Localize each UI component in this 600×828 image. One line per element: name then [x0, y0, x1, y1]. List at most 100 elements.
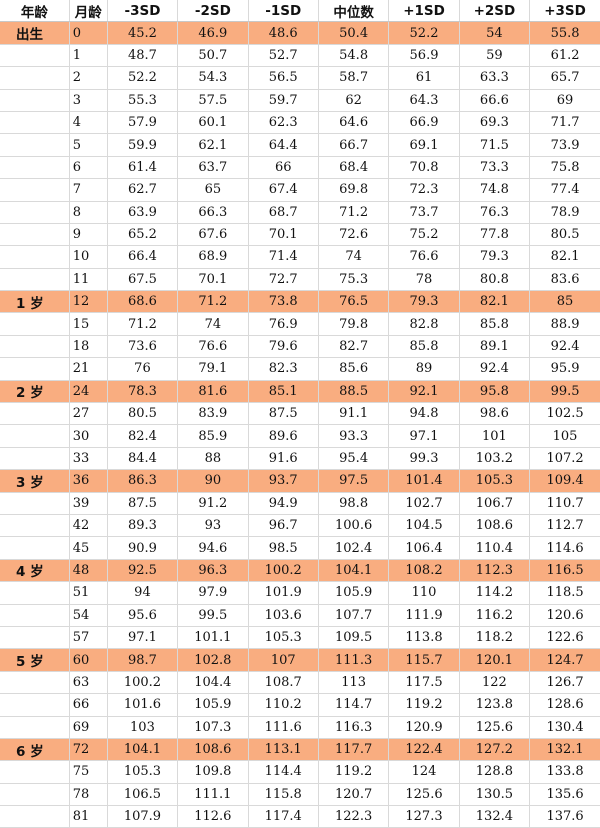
table-row: 4 岁 48 92.5 96.3 100.2 104.1 108.2 112.3 116.5	[0, 559, 600, 583]
plus-2sd-cell: 66.6	[459, 89, 531, 112]
minus-1sd-cell: 52.7	[248, 44, 319, 68]
median-cell: 64.6	[318, 111, 390, 135]
month-cell: 54	[69, 604, 108, 627]
table-row: 81 107.9 112.6 117.4 122.3 127.3 132.4 137.6	[0, 805, 600, 828]
table-row: 2 52.2 54.3 56.5 58.7 61 63.3 65.7	[0, 66, 600, 90]
plus-1sd-cell: 61	[388, 66, 460, 90]
header-row: 年龄 月龄 -3SD -2SD -1SD 中位数 +1SD +2SD +3SD	[0, 0, 600, 23]
table-row: 9 65.2 67.6 70.1 72.6 75.2 77.8 80.5	[0, 223, 600, 247]
age-cell	[0, 89, 70, 112]
plus-3sd-cell: 78.9	[529, 201, 600, 224]
minus-3sd-cell: 52.2	[107, 66, 179, 90]
plus-2sd-cell: 112.3	[459, 559, 531, 583]
minus-3sd-cell: 87.5	[107, 492, 179, 515]
table-row: 75 105.3 109.8 114.4 119.2 124 128.8 133.8	[0, 760, 600, 784]
plus-1sd-cell: 97.1	[388, 424, 460, 448]
minus-1sd-cell: 64.4	[248, 133, 319, 157]
median-cell: 120.7	[318, 783, 390, 807]
table-row: 51 94 97.9 101.9 105.9 110 114.2 118.5	[0, 581, 600, 605]
minus-2sd-cell: 90	[177, 469, 249, 493]
minus-1sd-cell: 85.1	[248, 380, 319, 404]
plus-2sd-cell: 130.5	[459, 783, 531, 807]
month-cell: 9	[69, 223, 108, 247]
age-cell	[0, 133, 70, 157]
plus-1sd-cell: 110	[388, 581, 460, 605]
plus-2sd-cell: 125.6	[459, 716, 531, 739]
table-row: 8 63.9 66.3 68.7 71.2 73.7 76.3 78.9	[0, 201, 600, 224]
plus-1sd-cell: 72.3	[388, 178, 460, 202]
month-cell: 3	[69, 89, 108, 112]
minus-2sd-cell: 57.5	[177, 89, 249, 112]
plus-2sd-cell: 127.2	[459, 738, 531, 762]
minus-1sd-cell: 114.4	[248, 760, 319, 784]
minus-1sd-cell: 108.7	[248, 671, 319, 695]
plus-1sd-cell: 127.3	[388, 805, 460, 828]
minus-1sd-cell: 76.9	[248, 312, 319, 336]
plus-3sd-cell: 65.7	[529, 66, 600, 90]
age-cell	[0, 424, 70, 448]
median-cell: 88.5	[318, 380, 390, 404]
month-cell: 24	[69, 380, 108, 404]
median-cell: 98.8	[318, 492, 390, 515]
plus-2sd-cell: 54	[459, 21, 531, 45]
table-row: 39 87.5 91.2 94.9 98.8 102.7 106.7 110.7	[0, 492, 600, 515]
plus-1sd-cell: 104.5	[388, 514, 460, 538]
age-cell: 5 岁	[0, 648, 70, 672]
minus-1sd-cell: 94.9	[248, 492, 319, 515]
minus-3sd-cell: 62.7	[107, 178, 179, 202]
table-row: 78 106.5 111.1 115.8 120.7 125.6 130.5 135.6	[0, 783, 600, 807]
age-cell	[0, 805, 70, 828]
minus-3sd-cell: 59.9	[107, 133, 179, 157]
table-row: 1 岁 12 68.6 71.2 73.8 76.5 79.3 82.1 85	[0, 290, 600, 314]
minus-3sd-cell: 107.9	[107, 805, 179, 828]
minus-2sd-cell: 76.6	[177, 335, 249, 359]
table-row: 27 80.5 83.9 87.5 91.1 94.8 98.6 102.5	[0, 402, 600, 426]
minus-2sd-cell: 66.3	[177, 201, 249, 224]
plus-1sd-cell: 69.1	[388, 133, 460, 157]
minus-2sd-cell: 63.7	[177, 156, 249, 180]
month-cell: 6	[69, 156, 108, 180]
median-cell: 109.5	[318, 626, 390, 650]
plus-3sd-cell: 114.6	[529, 536, 600, 560]
minus-2sd-cell: 94.6	[177, 536, 249, 560]
age-cell	[0, 201, 70, 224]
table-row: 6 61.4 63.7 66 68.4 70.8 73.3 75.8	[0, 156, 600, 180]
median-cell: 66.7	[318, 133, 390, 157]
median-cell: 107.7	[318, 604, 390, 627]
minus-3sd-cell: 100.2	[107, 671, 179, 695]
header-plus-3sd: +3SD	[529, 0, 600, 23]
age-cell	[0, 783, 70, 807]
minus-1sd-cell: 89.6	[248, 424, 319, 448]
minus-3sd-cell: 86.3	[107, 469, 179, 493]
plus-1sd-cell: 76.6	[388, 245, 460, 269]
month-cell: 7	[69, 178, 108, 202]
plus-2sd-cell: 128.8	[459, 760, 531, 784]
age-cell: 4 岁	[0, 559, 70, 583]
header-minus-3sd: -3SD	[107, 0, 179, 23]
table-row: 66 101.6 105.9 110.2 114.7 119.2 123.8 128.6	[0, 693, 600, 717]
minus-3sd-cell: 94	[107, 581, 179, 605]
plus-3sd-cell: 82.1	[529, 245, 600, 269]
plus-3sd-cell: 122.6	[529, 626, 600, 650]
month-cell: 11	[69, 268, 108, 292]
plus-2sd-cell: 59	[459, 44, 531, 68]
plus-3sd-cell: 61.2	[529, 44, 600, 68]
plus-3sd-cell: 126.7	[529, 671, 600, 695]
plus-3sd-cell: 92.4	[529, 335, 600, 359]
month-cell: 72	[69, 738, 108, 762]
median-cell: 74	[318, 245, 390, 269]
minus-2sd-cell: 50.7	[177, 44, 249, 68]
plus-2sd-cell: 101	[459, 424, 531, 448]
minus-2sd-cell: 62.1	[177, 133, 249, 157]
plus-2sd-cell: 85.8	[459, 312, 531, 336]
minus-3sd-cell: 80.5	[107, 402, 179, 426]
median-cell: 82.7	[318, 335, 390, 359]
age-cell	[0, 716, 70, 739]
median-cell: 116.3	[318, 716, 390, 739]
minus-3sd-cell: 71.2	[107, 312, 179, 336]
month-cell: 0	[69, 21, 108, 45]
minus-1sd-cell: 67.4	[248, 178, 319, 202]
plus-2sd-cell: 98.6	[459, 402, 531, 426]
median-cell: 68.4	[318, 156, 390, 180]
month-cell: 66	[69, 693, 108, 717]
